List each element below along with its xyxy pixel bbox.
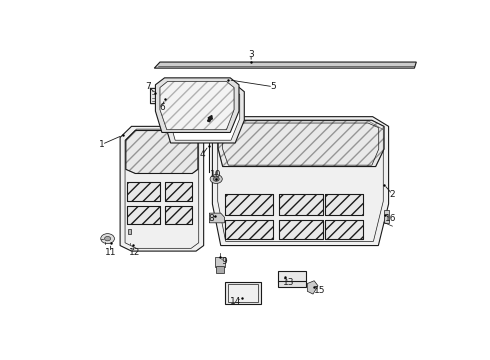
Polygon shape xyxy=(164,84,245,143)
Bar xyxy=(279,194,322,215)
Circle shape xyxy=(122,233,137,244)
Circle shape xyxy=(210,175,222,184)
Bar xyxy=(126,182,160,201)
Bar xyxy=(165,182,192,201)
Bar xyxy=(224,220,273,239)
Circle shape xyxy=(101,234,114,244)
Text: 14: 14 xyxy=(230,297,242,306)
Text: 15: 15 xyxy=(314,286,325,295)
Bar xyxy=(325,194,363,215)
Bar xyxy=(325,194,363,215)
Text: 16: 16 xyxy=(385,214,396,223)
Text: 2: 2 xyxy=(390,190,395,199)
Text: 12: 12 xyxy=(128,248,140,257)
Polygon shape xyxy=(212,117,389,246)
Polygon shape xyxy=(150,89,185,104)
FancyArrow shape xyxy=(208,116,212,122)
Polygon shape xyxy=(209,213,224,223)
Bar xyxy=(224,194,273,215)
Polygon shape xyxy=(154,62,416,68)
Text: 8: 8 xyxy=(208,214,214,223)
Bar xyxy=(325,220,363,239)
Bar xyxy=(126,207,160,224)
Text: 1: 1 xyxy=(99,140,105,149)
Bar xyxy=(325,220,363,239)
Text: 7: 7 xyxy=(145,82,151,91)
Bar xyxy=(165,207,192,224)
Polygon shape xyxy=(126,131,198,174)
Bar xyxy=(126,207,160,224)
Polygon shape xyxy=(169,88,240,140)
Polygon shape xyxy=(218,120,384,167)
Bar xyxy=(165,182,192,201)
Bar xyxy=(279,194,322,215)
Text: 5: 5 xyxy=(270,82,276,91)
Text: 10: 10 xyxy=(210,170,221,179)
Circle shape xyxy=(213,177,219,181)
Bar xyxy=(224,220,273,239)
Bar xyxy=(216,257,224,267)
Polygon shape xyxy=(160,81,234,130)
Bar xyxy=(128,229,131,234)
Bar xyxy=(278,281,306,287)
Bar xyxy=(384,210,389,222)
Circle shape xyxy=(104,237,111,241)
Bar xyxy=(227,284,258,302)
Text: 6: 6 xyxy=(159,103,165,112)
Polygon shape xyxy=(160,81,234,130)
Circle shape xyxy=(126,236,133,241)
Text: 3: 3 xyxy=(248,50,254,59)
Text: 4: 4 xyxy=(200,150,205,159)
Polygon shape xyxy=(307,281,318,294)
Text: 9: 9 xyxy=(221,257,227,266)
Bar xyxy=(165,207,192,224)
Bar xyxy=(279,220,322,239)
Bar xyxy=(224,282,261,304)
Bar xyxy=(278,270,306,282)
Bar xyxy=(126,182,160,201)
Text: 13: 13 xyxy=(283,278,294,287)
Polygon shape xyxy=(155,78,239,132)
Polygon shape xyxy=(120,126,204,251)
Bar xyxy=(224,194,273,215)
Text: 11: 11 xyxy=(105,248,116,257)
Bar xyxy=(216,266,224,273)
Bar xyxy=(279,220,322,239)
